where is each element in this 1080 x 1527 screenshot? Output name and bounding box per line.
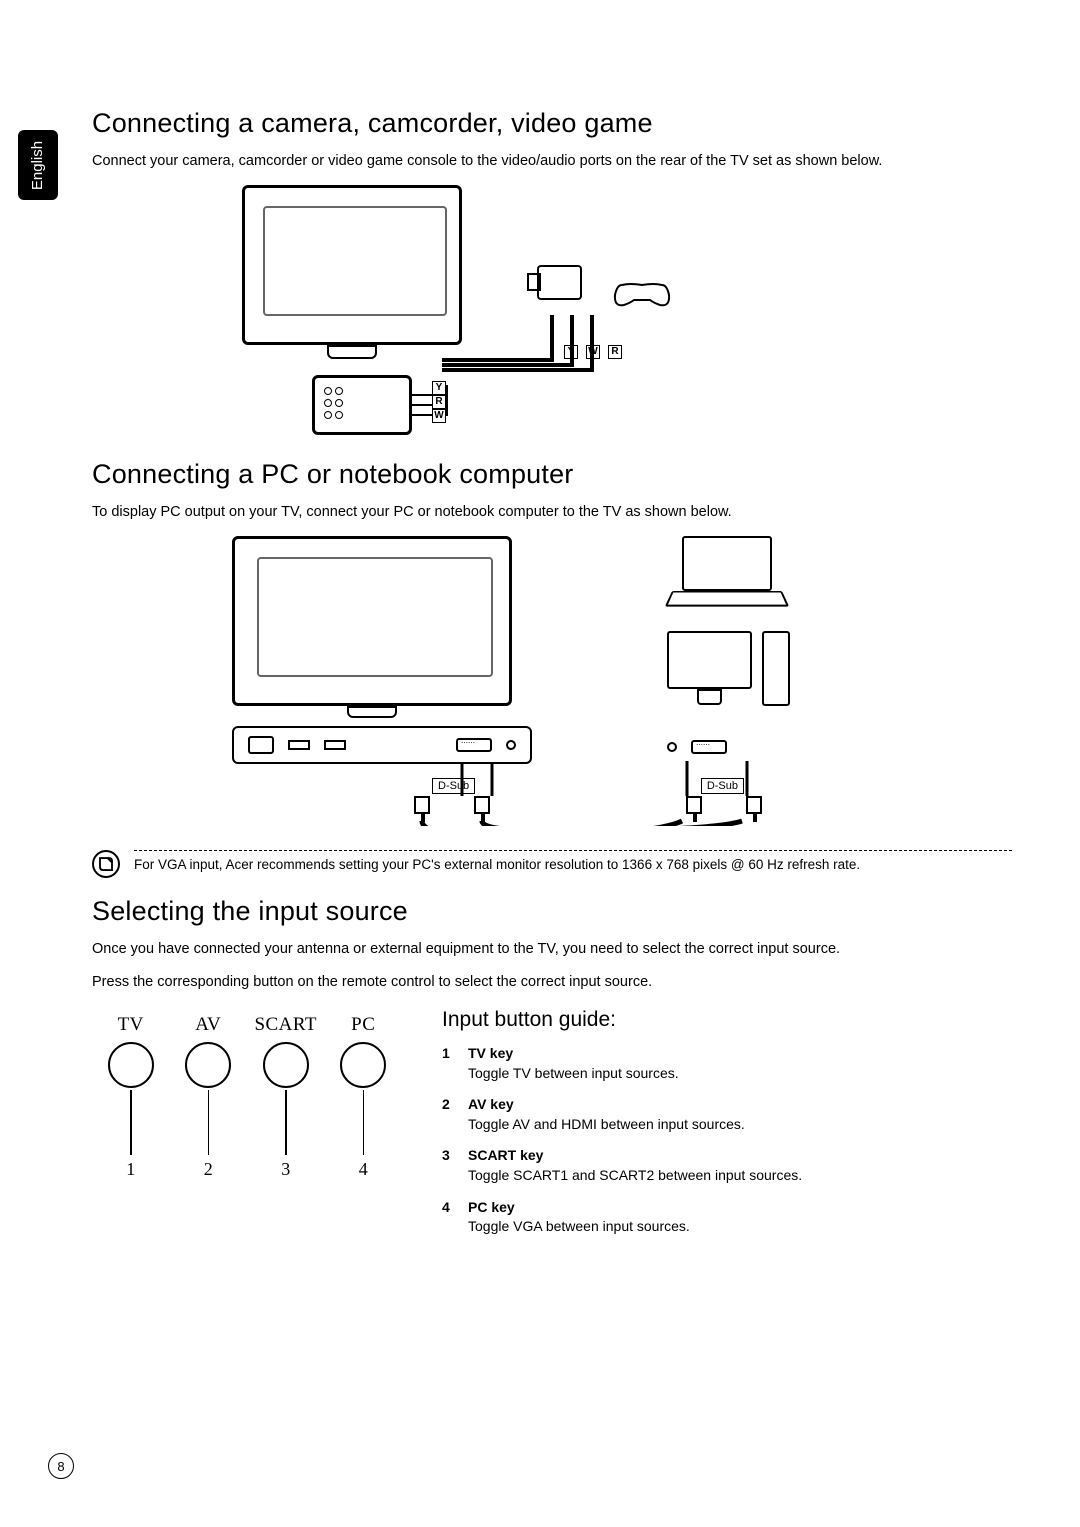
cable-label-r: R — [608, 345, 622, 359]
section3-text2: Press the corresponding button on the re… — [92, 972, 1012, 994]
note-text: For VGA input, Acer recommends setting y… — [134, 857, 1012, 872]
button-number: 1 — [126, 1159, 135, 1180]
guide-item-number: 2 — [442, 1095, 456, 1134]
vga-plug-icon — [686, 796, 702, 814]
remote-button-scart: SCART 3 — [251, 1014, 321, 1180]
cable-color-labels: Y W R — [564, 345, 622, 359]
button-label: SCART — [254, 1014, 317, 1036]
button-label: AV — [195, 1014, 221, 1036]
button-circle-icon — [340, 1042, 386, 1088]
camcorder-icon — [527, 255, 592, 305]
guide-item-title: SCART key — [468, 1146, 802, 1166]
section3-heading: Selecting the input source — [92, 896, 1012, 927]
section1-heading: Connecting a camera, camcorder, video ga… — [92, 108, 1012, 139]
pc-port-bar — [632, 731, 762, 763]
guide-item-number: 3 — [442, 1146, 456, 1185]
guide-item-desc: Toggle VGA between input sources. — [468, 1218, 690, 1234]
button-number: 3 — [281, 1159, 290, 1180]
vga-plug-icon — [414, 796, 430, 814]
button-number: 2 — [204, 1159, 213, 1180]
monitor-icon — [667, 631, 752, 706]
tv-rear-icon — [242, 185, 462, 345]
guide-item-desc: Toggle AV and HDMI between input sources… — [468, 1116, 745, 1132]
laptop-icon — [672, 536, 782, 611]
page-number: 8 — [48, 1453, 74, 1479]
remote-buttons-diagram: TV 1 AV 2 SCART 3 PC 4 — [92, 1008, 402, 1249]
cable-label-y: Y — [564, 345, 578, 359]
section2-heading: Connecting a PC or notebook computer — [92, 459, 1012, 490]
guide-item: 4 PC keyToggle VGA between input sources. — [442, 1198, 1012, 1237]
gamepad-icon — [612, 275, 672, 310]
page-content: Connecting a camera, camcorder, video ga… — [92, 108, 1012, 1249]
port-label-y: Y — [432, 381, 446, 395]
section3-text1: Once you have connected your antenna or … — [92, 939, 1012, 961]
dsub-label-2: D-Sub — [701, 778, 744, 794]
section1-text: Connect your camera, camcorder or video … — [92, 151, 1012, 173]
button-circle-icon — [185, 1042, 231, 1088]
button-number: 4 — [359, 1159, 368, 1180]
tv-rear-icon-2 — [232, 536, 512, 706]
note-icon — [92, 850, 120, 878]
language-tab: English — [18, 130, 58, 200]
guide-item-number: 4 — [442, 1198, 456, 1237]
diagram-pc-connection: D-Sub D-Sub — [232, 536, 792, 826]
guide-heading: Input button guide: — [442, 1008, 1012, 1032]
av-port-labels — [324, 385, 399, 425]
button-label: PC — [351, 1014, 375, 1036]
diagram-camera-connection: Y W R Y R W — [242, 185, 682, 435]
guide-item-title: PC key — [468, 1198, 690, 1218]
guide-item-desc: Toggle SCART1 and SCART2 between input s… — [468, 1167, 802, 1183]
guide-item-title: TV key — [468, 1044, 679, 1064]
cable-label-w: W — [586, 345, 600, 359]
port-label-r: R — [432, 395, 446, 409]
vga-plug-icon — [746, 796, 762, 814]
remote-button-pc: PC 4 — [328, 1014, 398, 1180]
note-block: For VGA input, Acer recommends setting y… — [92, 850, 1012, 878]
pc-tower-icon — [762, 631, 790, 706]
note-separator — [134, 850, 1012, 851]
guide-item-desc: Toggle TV between input sources. — [468, 1065, 679, 1081]
button-circle-icon — [263, 1042, 309, 1088]
remote-button-tv: TV 1 — [96, 1014, 166, 1180]
language-tab-label: English — [30, 140, 47, 189]
guide-item: 2 AV keyToggle AV and HDMI between input … — [442, 1095, 1012, 1134]
button-label: TV — [118, 1014, 144, 1036]
guide-item: 1 TV keyToggle TV between input sources. — [442, 1044, 1012, 1083]
section2-text: To display PC output on your TV, connect… — [92, 502, 1012, 524]
vga-plug-icon — [474, 796, 490, 814]
input-button-guide: Input button guide: 1 TV keyToggle TV bet… — [442, 1008, 1012, 1249]
tv-port-bar — [232, 726, 532, 764]
guide-item: 3 SCART keyToggle SCART1 and SCART2 betwe… — [442, 1146, 1012, 1185]
dsub-label-1: D-Sub — [432, 778, 475, 794]
button-circle-icon — [108, 1042, 154, 1088]
remote-button-av: AV 2 — [173, 1014, 243, 1180]
guide-item-title: AV key — [468, 1095, 745, 1115]
guide-item-number: 1 — [442, 1044, 456, 1083]
port-label-w: W — [432, 409, 446, 423]
